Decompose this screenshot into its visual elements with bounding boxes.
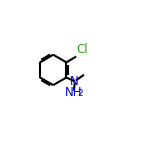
Text: 2: 2 <box>78 89 83 98</box>
Text: N: N <box>70 75 79 88</box>
Text: NH: NH <box>65 86 82 99</box>
Text: Cl: Cl <box>77 43 88 56</box>
